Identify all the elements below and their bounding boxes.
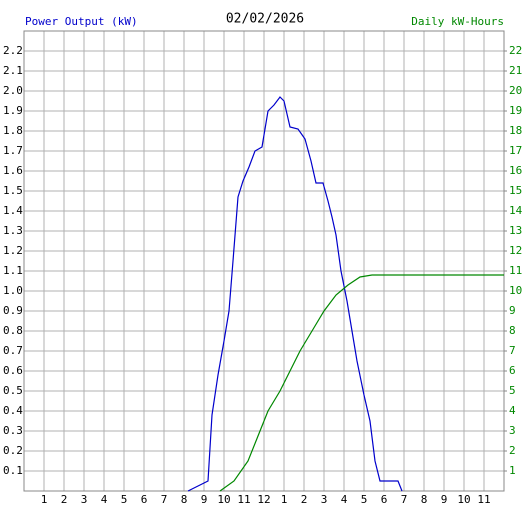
y-tick-label: 2.1 [3, 64, 23, 77]
y2-tick-label: 16 [509, 164, 522, 177]
x-tick-label: 1 [41, 493, 48, 506]
y2-tick-label: 7 [509, 344, 516, 357]
x-tick-label: 7 [161, 493, 168, 506]
x-tick-label: 1 [281, 493, 288, 506]
y2-tick-label: 1 [509, 464, 516, 477]
y-tick-label: 2.0 [3, 84, 23, 97]
y-tick-label: 1.1 [3, 264, 23, 277]
y-tick-label: 1.6 [3, 164, 23, 177]
y-tick-label: 1.0 [3, 284, 23, 297]
x-tick-label: 7 [401, 493, 408, 506]
y2-tick-label: 10 [509, 284, 522, 297]
x-tick-label: 2 [301, 493, 308, 506]
y2-tick-label: 18 [509, 124, 522, 137]
y2-tick-label: 11 [509, 264, 522, 277]
y-tick-label: 1.5 [3, 184, 23, 197]
y2-tick-label: 3 [509, 424, 516, 437]
y-tick-label: 0.2 [3, 444, 23, 457]
y-tick-label: 0.5 [3, 384, 23, 397]
x-tick-label: 9 [201, 493, 208, 506]
y2-tick-label: 14 [509, 204, 523, 217]
x-tick-label: 8 [421, 493, 428, 506]
series-line [187, 96, 403, 492]
y2-tick-label: 9 [509, 304, 516, 317]
y2-tick-label: 17 [509, 144, 522, 157]
y-tick-label: 0.3 [3, 424, 23, 437]
y2-tick-label: 13 [509, 224, 522, 237]
y-tick-label: 0.6 [3, 364, 23, 377]
y2-tick-label: 21 [509, 64, 522, 77]
y-tick-label: 2.2 [3, 44, 23, 57]
series-line [219, 274, 504, 492]
x-tick-label: 2 [61, 493, 68, 506]
x-tick-label: 5 [121, 493, 128, 506]
y2-axis-label: Daily kW-Hours [411, 15, 504, 28]
y2-tick-label: 6 [509, 364, 516, 377]
y2-tick-label: 8 [509, 324, 516, 337]
y-tick-label: 0.9 [3, 304, 23, 317]
x-tick-label: 4 [341, 493, 348, 506]
x-tick-label: 3 [81, 493, 88, 506]
x-tick-label: 8 [181, 493, 188, 506]
y-tick-label: 1.3 [3, 224, 23, 237]
chart-title: 02/02/2026 [226, 12, 304, 27]
y-tick-label: 1.9 [3, 104, 23, 117]
y2-tick-label: 12 [509, 244, 522, 257]
y-tick-label: 1.7 [3, 144, 23, 157]
y-tick-label: 1.2 [3, 244, 23, 257]
x-tick-label: 10 [217, 493, 230, 506]
y-axis-label: Power Output (kW) [25, 15, 138, 28]
y2-tick-label: 5 [509, 384, 516, 397]
y2-tick-label: 4 [509, 404, 516, 417]
y2-tick-label: 19 [509, 104, 522, 117]
x-tick-label: 6 [381, 493, 388, 506]
y-tick-label: 0.4 [3, 404, 23, 417]
plot-border [23, 30, 505, 492]
y2-tick-label: 2 [509, 444, 516, 457]
x-tick-label: 6 [141, 493, 148, 506]
x-tick-label: 4 [101, 493, 108, 506]
x-tick-label: 12 [257, 493, 270, 506]
y2-tick-label: 15 [509, 184, 522, 197]
x-tick-label: 5 [361, 493, 368, 506]
x-tick-label: 10 [457, 493, 470, 506]
y-tick-label: 1.8 [3, 124, 23, 137]
y-tick-label: 1.4 [3, 204, 23, 217]
x-tick-label: 11 [237, 493, 250, 506]
y2-tick-label: 22 [509, 44, 522, 57]
x-tick-label: 9 [441, 493, 448, 506]
x-tick-label: 11 [477, 493, 490, 506]
y-tick-label: 0.1 [3, 464, 23, 477]
x-tick-label: 3 [321, 493, 328, 506]
y-tick-label: 0.8 [3, 324, 23, 337]
y-tick-label: 0.7 [3, 344, 23, 357]
y2-tick-label: 20 [509, 84, 522, 97]
